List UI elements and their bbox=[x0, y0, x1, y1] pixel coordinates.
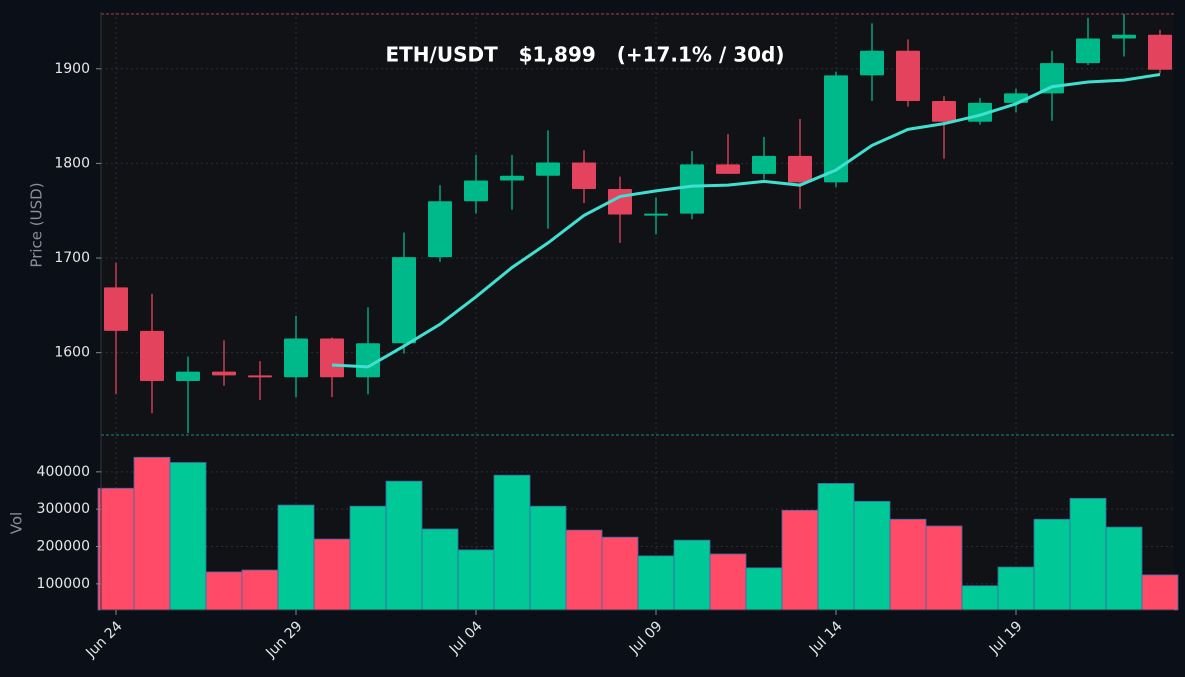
volume-bar bbox=[781, 509, 819, 611]
volume-bar bbox=[205, 571, 243, 611]
candle-body bbox=[932, 100, 956, 122]
volume-bar bbox=[1033, 518, 1071, 611]
volume-bar bbox=[709, 553, 747, 611]
volume-bar bbox=[1105, 526, 1143, 611]
volume-bar bbox=[889, 518, 927, 611]
candle-body bbox=[104, 287, 128, 331]
candle-body bbox=[1148, 34, 1172, 70]
volume-bar bbox=[313, 538, 351, 611]
candle-body bbox=[1076, 38, 1100, 64]
candle-body bbox=[320, 338, 344, 378]
marks bbox=[97, 13, 1179, 611]
candle-body bbox=[140, 330, 164, 382]
candle-body bbox=[1040, 63, 1064, 94]
candle-body bbox=[428, 201, 452, 258]
candle-body bbox=[500, 175, 524, 181]
moving-average-line bbox=[331, 72, 1161, 369]
volume-bar bbox=[1141, 574, 1179, 611]
candle-body bbox=[644, 213, 668, 216]
chart-title: ETH/USDT $1,899 (+17.1% / 30d) bbox=[386, 43, 785, 67]
volume-bar bbox=[637, 555, 675, 611]
candle-body bbox=[824, 75, 848, 183]
candle-body bbox=[716, 164, 740, 174]
volume-bar bbox=[925, 525, 963, 611]
candle-body bbox=[896, 50, 920, 101]
candle-body bbox=[680, 164, 704, 214]
y-tick-label: 100000 bbox=[37, 576, 90, 592]
candle-body bbox=[464, 180, 488, 202]
volume-bar bbox=[817, 483, 855, 611]
volume-bar bbox=[97, 487, 135, 611]
candle-body bbox=[1112, 34, 1136, 39]
volume-bar bbox=[997, 566, 1035, 611]
candle-body bbox=[284, 338, 308, 378]
candle-body bbox=[248, 375, 272, 378]
y-tick-label: 200000 bbox=[37, 539, 90, 555]
y-tick-label: 400000 bbox=[37, 464, 90, 480]
candle-body bbox=[860, 50, 884, 76]
volume-bar bbox=[565, 529, 603, 611]
volume-bar bbox=[493, 474, 531, 611]
candle-body bbox=[788, 155, 812, 183]
y-tick-label: 300000 bbox=[37, 501, 90, 517]
volume-bar bbox=[277, 504, 315, 611]
volume-bar bbox=[673, 539, 711, 611]
candle-body bbox=[572, 162, 596, 189]
volume-bar bbox=[349, 505, 387, 611]
volume-bar bbox=[745, 567, 783, 611]
y-tick-label: 1900 bbox=[54, 61, 90, 77]
candle-body bbox=[356, 343, 380, 378]
volume-bar bbox=[1069, 497, 1107, 611]
y-tick-label: 1800 bbox=[54, 155, 90, 171]
y-tick-label: 1700 bbox=[54, 250, 90, 266]
y-tick-label: 1600 bbox=[54, 345, 90, 361]
volume-bar bbox=[133, 456, 171, 611]
volume-bar bbox=[421, 528, 459, 611]
candle-body bbox=[212, 371, 236, 376]
y-axis-label: Price (USD) bbox=[28, 182, 46, 267]
y-axis-label: Vol bbox=[8, 512, 26, 534]
candle-body bbox=[176, 371, 200, 382]
candle-body bbox=[536, 162, 560, 176]
candle-body bbox=[392, 257, 416, 344]
volume-bar bbox=[241, 569, 279, 611]
volume-bar bbox=[529, 505, 567, 611]
volume-bar bbox=[853, 500, 891, 611]
candle-body bbox=[752, 155, 776, 174]
volume-bar bbox=[385, 480, 423, 611]
price-panel bbox=[101, 12, 1174, 435]
volume-bar bbox=[601, 536, 639, 611]
volume-bar bbox=[961, 585, 999, 611]
volume-bar bbox=[169, 462, 207, 611]
volume-bar bbox=[457, 549, 495, 611]
